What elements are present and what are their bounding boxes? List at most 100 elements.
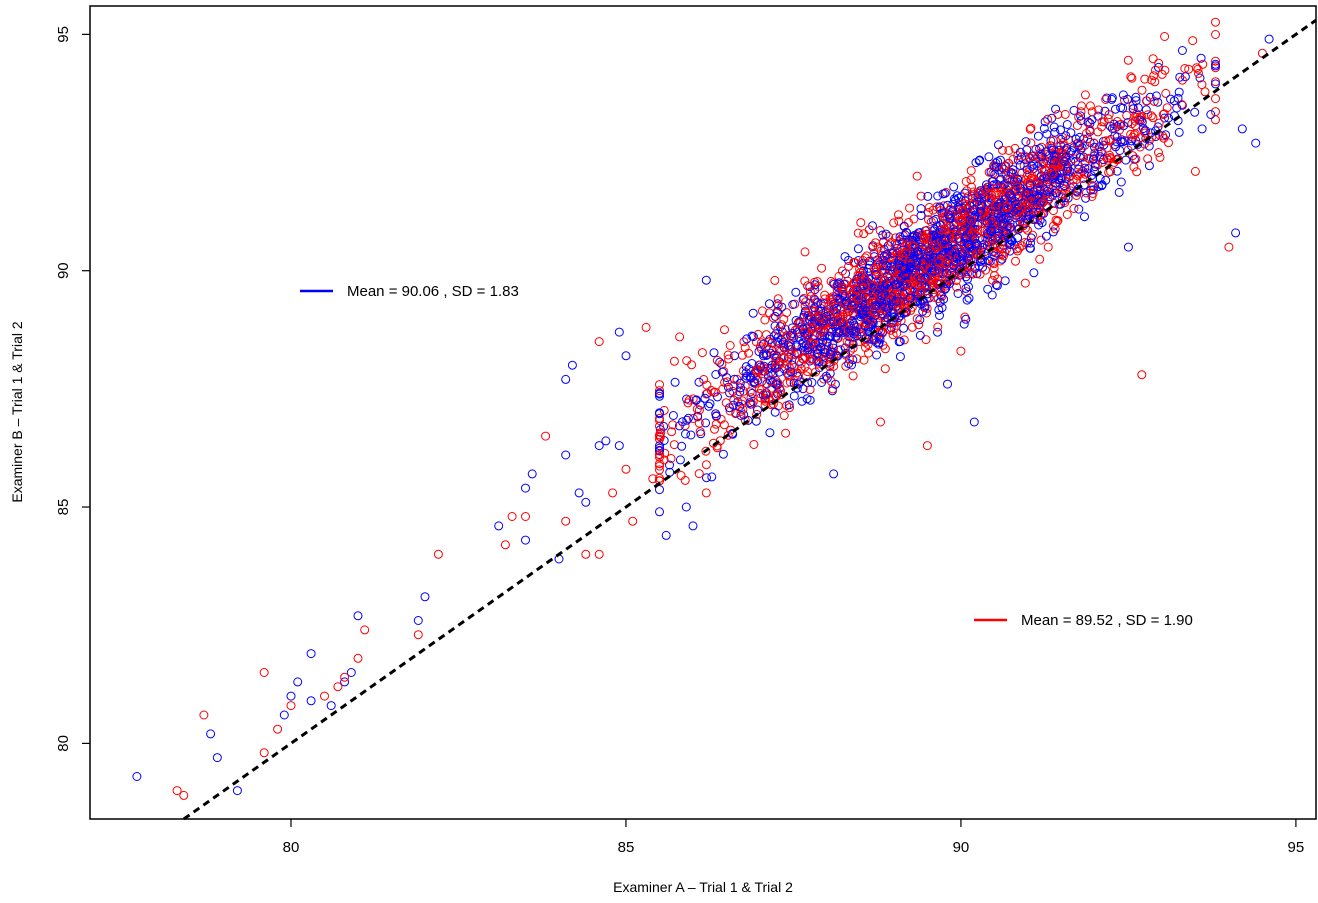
blue-data-point <box>293 677 303 687</box>
red-data-point <box>687 360 697 370</box>
blue-data-point <box>997 254 1007 264</box>
red-data-point <box>1104 136 1114 146</box>
red-data-point <box>320 691 329 701</box>
blue-data-point <box>212 753 222 763</box>
red-data-point <box>941 225 951 235</box>
red-data-point <box>760 394 770 404</box>
red-data-point <box>333 682 343 692</box>
blue-data-point <box>895 352 905 362</box>
red-data-point <box>1103 155 1113 165</box>
blue-data-point <box>882 249 892 259</box>
blue-data-point <box>1144 161 1154 171</box>
red-data-point <box>961 177 971 186</box>
blue-data-point <box>713 392 722 402</box>
red-data-point <box>1049 185 1059 195</box>
blue-data-point <box>923 191 933 201</box>
blue-data-point <box>286 691 296 701</box>
blue-data-point <box>1039 124 1049 133</box>
blue-data-point <box>527 469 537 479</box>
data-points <box>132 17 1274 800</box>
blue-data-point <box>742 334 752 344</box>
red-data-point <box>1157 69 1167 79</box>
red-data-point <box>731 409 741 419</box>
blue-data-point <box>1056 173 1066 183</box>
blue-data-point <box>748 332 758 342</box>
blue-data-point <box>987 177 997 186</box>
blue-data-point <box>1175 72 1185 82</box>
blue-data-point <box>681 502 691 512</box>
blue-data-point <box>982 218 992 228</box>
blue-data-point <box>1048 227 1058 237</box>
red-data-point <box>757 376 767 386</box>
blue-data-point <box>911 261 921 270</box>
red-data-point <box>779 352 789 362</box>
blue-data-point <box>655 425 665 435</box>
blue-data-point <box>940 235 950 245</box>
blue-data-point <box>665 460 674 470</box>
blue-data-point <box>935 228 945 238</box>
red-data-point <box>782 378 792 388</box>
blue-data-point <box>340 677 350 687</box>
blue-data-point <box>838 289 848 299</box>
blue-data-point <box>1123 242 1133 252</box>
red-data-point <box>1023 225 1032 235</box>
blue-data-point <box>800 342 809 351</box>
red-data-point <box>1197 80 1207 90</box>
red-data-point <box>789 350 799 359</box>
blue-data-point <box>661 530 671 540</box>
blue-data-point <box>494 521 504 531</box>
red-data-point <box>988 275 997 285</box>
blue-data-point <box>866 320 876 330</box>
blue-data-point <box>908 232 918 242</box>
blue-data-point <box>1206 110 1216 119</box>
red-data-point <box>1211 56 1220 66</box>
blue-data-point <box>694 377 704 387</box>
red-data-point <box>1062 210 1072 219</box>
blue-data-point <box>905 293 915 303</box>
blue-data-point <box>326 701 336 711</box>
red-data-point <box>1115 125 1124 135</box>
red-data-point <box>676 471 686 480</box>
blue-data-point <box>693 411 703 421</box>
blue-data-point <box>899 323 909 333</box>
blue-data-point <box>1197 124 1207 134</box>
blue-data-point <box>754 347 764 357</box>
red-data-point <box>916 191 926 201</box>
red-data-point <box>872 287 882 297</box>
red-data-point <box>914 320 924 330</box>
blue-data-point <box>621 351 631 361</box>
red-data-point <box>1211 77 1220 87</box>
blue-data-point <box>812 349 822 359</box>
blue-data-point <box>1037 152 1047 162</box>
blue-data-point <box>862 333 871 343</box>
blue-data-point <box>962 295 972 305</box>
red-data-point <box>1068 175 1078 185</box>
blue-data-point <box>949 182 959 192</box>
red-data-point <box>885 273 895 283</box>
red-data-point <box>724 354 734 364</box>
red-data-point <box>688 414 698 423</box>
blue-data-point <box>1080 212 1089 222</box>
blue-data-point <box>895 232 905 242</box>
red-data-point <box>701 446 711 456</box>
red-data-point <box>1155 152 1165 162</box>
blue-data-point <box>1054 175 1064 185</box>
red-data-point <box>721 398 731 408</box>
blue-data-point <box>915 315 925 325</box>
blue-data-point <box>825 331 835 341</box>
red-data-point <box>736 406 746 416</box>
red-data-point <box>926 217 936 227</box>
red-data-point <box>779 411 789 420</box>
blue-data-point <box>967 246 977 256</box>
blue-data-point <box>949 220 959 230</box>
red-data-point <box>773 294 783 304</box>
red-data-point <box>594 337 604 347</box>
red-data-point <box>917 266 926 276</box>
red-data-point <box>1036 200 1046 210</box>
blue-data-point <box>1131 92 1141 102</box>
red-data-point <box>729 381 739 391</box>
red-data-point <box>773 301 783 311</box>
red-data-point <box>946 222 956 232</box>
blue-data-point <box>960 188 970 198</box>
blue-data-point <box>1099 140 1109 150</box>
